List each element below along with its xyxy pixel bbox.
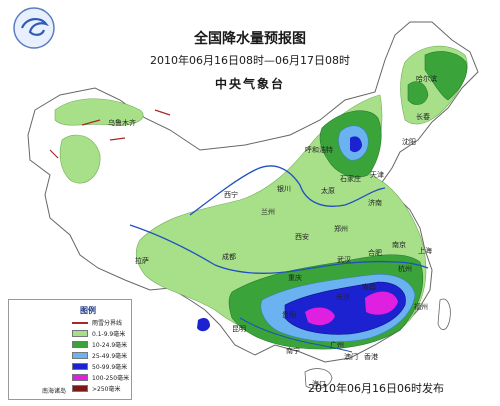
legend-label: 100-250毫米	[92, 375, 130, 382]
city-label: 哈尔滨	[416, 75, 437, 83]
city-label: 武汉	[337, 256, 351, 264]
legend-label: 雨雪分界线	[92, 320, 123, 327]
city-label: 南宁	[286, 347, 300, 355]
city-label: 上海	[418, 247, 432, 255]
city-label: 南京	[392, 241, 406, 249]
forecast-period: 2010年06月16日08时—06月17日08时	[150, 54, 350, 67]
legend-label: >250毫米	[92, 386, 121, 393]
city-label: 呼和浩特	[305, 146, 333, 154]
legend-item-boundary: 雨雪分界线	[72, 318, 122, 327]
city-label: 乌鲁木齐	[108, 119, 136, 127]
city-label: 拉萨	[135, 257, 149, 265]
city-label: 西安	[295, 233, 309, 241]
city-label: 太原	[321, 187, 335, 195]
precip-zone-moderate-northeast-2	[407, 81, 429, 105]
city-label: 合肥	[368, 249, 382, 257]
city-label: 兰州	[261, 208, 275, 216]
precip-zone-storm-north	[350, 136, 362, 153]
yellow-river	[189, 165, 386, 216]
legend-item: >250毫米	[72, 384, 120, 393]
legend-label: 50-99.9毫米	[92, 364, 128, 371]
legend-swatch	[72, 352, 88, 359]
city-label: 沈阳	[402, 138, 416, 146]
city-label: 天津	[370, 171, 384, 179]
city-label: 济南	[368, 199, 382, 207]
precip-zone-light-xinjiang	[54, 98, 144, 126]
city-label: 长春	[416, 113, 430, 121]
emblem-logo	[13, 7, 55, 49]
legend-label: 25-49.9毫米	[92, 353, 128, 360]
city-label: 重庆	[288, 274, 302, 282]
legend-label: 10-24.9毫米	[92, 342, 128, 349]
city-label: 广州	[330, 341, 344, 349]
legend-swatch	[72, 385, 88, 392]
city-label: 西宁	[224, 191, 238, 199]
legend-swatch	[72, 330, 88, 337]
city-label: 郑州	[334, 225, 348, 233]
south-china-sea-inset-label: 南海诸岛	[42, 388, 67, 395]
legend-item: 0.1-9.9毫米	[72, 329, 125, 338]
legend-title: 图例	[80, 306, 96, 315]
city-label: 海口	[312, 380, 326, 388]
legend-swatch	[72, 374, 88, 381]
legend-item: 10-24.9毫米	[72, 340, 127, 349]
city-label: 澳门	[344, 353, 358, 361]
issuing-agency: 中央气象台	[214, 77, 285, 91]
city-label: 长沙	[336, 293, 350, 301]
city-label: 成都	[222, 253, 236, 261]
pearl-river	[239, 317, 353, 353]
precip-zone-extreme-south-2	[365, 291, 398, 315]
yangtze-river	[129, 224, 429, 274]
legend-item: 25-49.9毫米	[72, 351, 127, 360]
precip-zone-moderate-northeast	[424, 51, 468, 101]
rain-snow-boundary	[49, 109, 171, 159]
legend-line-swatch	[72, 321, 88, 324]
legend-panel	[8, 299, 132, 400]
precip-zone-light-xinjiang-2	[59, 134, 101, 184]
legend-label: 0.1-9.9毫米	[92, 331, 126, 338]
city-label: 香港	[364, 353, 378, 361]
city-label: 银川	[277, 185, 291, 193]
city-label: 贵阳	[282, 311, 296, 319]
hainan-island	[304, 368, 333, 390]
legend-item: 50-99.9毫米	[72, 362, 127, 371]
city-label: 昆明	[232, 325, 246, 333]
city-label: 石家庄	[340, 175, 361, 183]
legend-item: 100-250毫米	[72, 373, 129, 382]
precip-zone-extreme-south-1	[305, 307, 335, 326]
issue-time: 2010年06月16日06时发布	[308, 382, 444, 395]
city-label: 南昌	[362, 283, 376, 291]
map-title: 全国降水量预报图	[194, 31, 306, 47]
city-label: 杭州	[398, 265, 412, 273]
legend-swatch	[72, 341, 88, 348]
precip-zone-storm-west	[197, 318, 210, 332]
legend-swatch	[72, 363, 88, 370]
city-label: 福州	[414, 303, 428, 311]
taiwan-island	[437, 298, 451, 331]
